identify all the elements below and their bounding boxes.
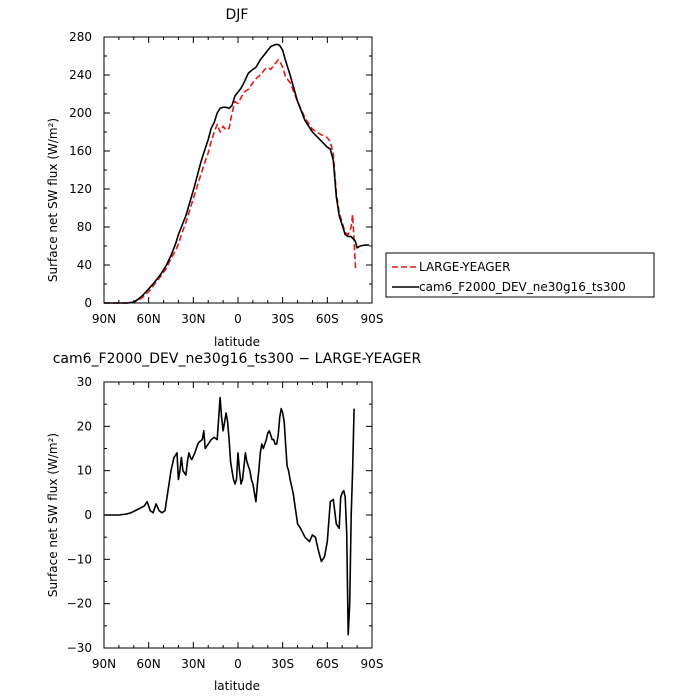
bottom-xtick-label: 0 bbox=[234, 657, 242, 671]
top-chart-ylabel: Surface net SW flux (W/m²) bbox=[46, 118, 60, 282]
top-ytick-label: 160 bbox=[69, 144, 92, 158]
bottom-ytick-label: −20 bbox=[67, 597, 92, 611]
bottom-xtick-label: 60N bbox=[137, 657, 161, 671]
bottom-xtick-label: 30N bbox=[181, 657, 205, 671]
bottom-xtick-label: 60S bbox=[316, 657, 339, 671]
bottom-xtick-label: 90N bbox=[92, 657, 116, 671]
bottom-ytick-label: 10 bbox=[77, 464, 92, 478]
bottom-series-line-difference bbox=[104, 396, 355, 636]
bottom-ytick-label: −30 bbox=[67, 641, 92, 655]
legend-label-cam6: cam6_F2000_DEV_ne30g16_ts300 bbox=[419, 280, 626, 294]
top-xtick-label: 30N bbox=[181, 312, 205, 326]
top-ytick-label: 240 bbox=[69, 68, 92, 82]
top-xtick-label: 60N bbox=[137, 312, 161, 326]
top-xtick-label: 60S bbox=[316, 312, 339, 326]
top-plot-frame bbox=[103, 36, 373, 304]
top-series-line-cam6-f2000-dev-ne30g16-ts300 bbox=[104, 43, 369, 304]
top-xtick-label: 90S bbox=[361, 312, 384, 326]
top-xtick-label: 30S bbox=[271, 312, 294, 326]
top-ytick-label: 40 bbox=[77, 258, 92, 272]
bottom-ytick-label: 30 bbox=[77, 375, 92, 389]
bottom-plot-area: 90N 60N 30N 0 30S 60S 90S −30 −20 −10 0 10 20 30 bbox=[67, 375, 384, 671]
bottom-ytick-label: −10 bbox=[67, 552, 92, 566]
bottom-ytick-label: 20 bbox=[77, 419, 92, 433]
bottom-chart: cam6_F2000_DEV_ne30g16_ts300 − LARGE-YEA… bbox=[46, 351, 422, 693]
bottom-plot-frame bbox=[103, 381, 373, 649]
top-ytick-label: 80 bbox=[77, 220, 92, 234]
top-xtick-label: 90N bbox=[92, 312, 116, 326]
top-ytick-label: 0 bbox=[84, 296, 92, 310]
top-xtick-label: 0 bbox=[234, 312, 242, 326]
bottom-chart-ylabel: Surface net SW flux (W/m²) bbox=[46, 433, 60, 597]
top-ytick-label: 120 bbox=[69, 182, 92, 196]
top-plot-area: 90N 60N 30N 0 30S 60S 90S 0 40 80 120 160 200 240 280 bbox=[69, 30, 383, 326]
bottom-chart-title: cam6_F2000_DEV_ne30g16_ts300 − LARGE-YEA… bbox=[53, 351, 422, 367]
top-ytick-label: 200 bbox=[69, 106, 92, 120]
legend: LARGE-YEAGER cam6_F2000_DEV_ne30g16_ts30… bbox=[385, 252, 655, 298]
bottom-xtick-label: 90S bbox=[361, 657, 384, 671]
top-chart-xlabel: latitude bbox=[214, 335, 260, 349]
bottom-ytick-label: 0 bbox=[84, 508, 92, 522]
top-chart-title: DJF bbox=[226, 7, 249, 23]
bottom-xtick-label: 30S bbox=[271, 657, 294, 671]
legend-box bbox=[385, 252, 655, 298]
top-series-line-large-yeager bbox=[104, 58, 357, 304]
bottom-chart-xlabel: latitude bbox=[214, 679, 260, 693]
legend-label-large-yeager: LARGE-YEAGER bbox=[419, 260, 510, 274]
top-chart: DJF Surface net SW flux (W/m²) 90N 60N 30N… bbox=[46, 7, 655, 349]
top-ytick-label: 280 bbox=[69, 30, 92, 44]
